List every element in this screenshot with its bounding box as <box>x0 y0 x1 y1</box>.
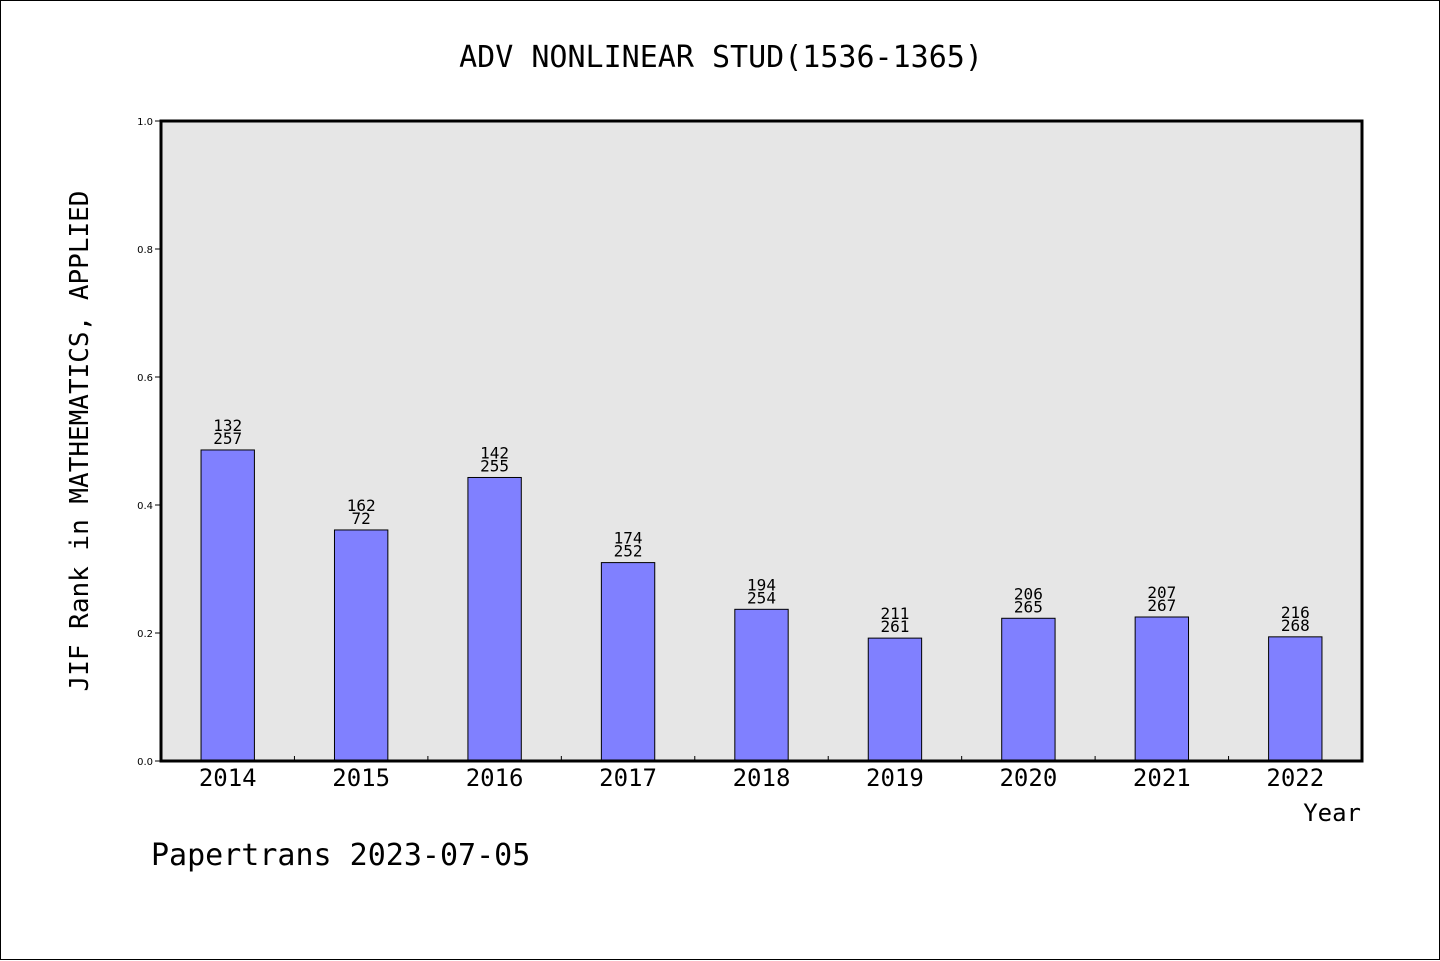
bar-total-label: 265 <box>1014 597 1043 616</box>
bar-series <box>200 449 1323 762</box>
x-tick-label: 2016 <box>466 764 524 792</box>
bar-2015 <box>333 529 389 762</box>
bar-rank-label: 142 <box>480 443 509 462</box>
x-axis: 2014 2015 2016 2017 2018 2019 2020 2021 2022 <box>199 756 1324 792</box>
x-tick-label: 2015 <box>332 764 390 792</box>
bar-2017 <box>600 562 656 762</box>
bar-total-label: 252 <box>614 542 643 561</box>
bar-total-label: 257 <box>213 429 242 448</box>
bar-2018 <box>734 608 789 762</box>
bar-total-label: 268 <box>1281 616 1310 635</box>
bar-2021 <box>1134 616 1190 762</box>
y-tick-label: 0.4 <box>137 501 153 512</box>
bar-total-label: 254 <box>747 588 776 607</box>
x-tick-label: 2022 <box>1266 764 1324 792</box>
bar-rank-label: 206 <box>1014 584 1043 603</box>
bar-2014 <box>200 449 255 762</box>
x-tick-label: 2021 <box>1133 764 1191 792</box>
bar-rank-label: 194 <box>747 575 776 594</box>
bar-rank-label: 216 <box>1281 603 1310 622</box>
y-tick-label: 1.0 <box>137 117 153 128</box>
bar-labels: 1322571627214225517425219425421126120626… <box>213 416 1309 636</box>
chart-title: ADV NONLINEAR STUD(1536-1365) <box>459 40 983 75</box>
x-tick-label: 2020 <box>999 764 1057 792</box>
bar-total-label: 261 <box>880 617 909 636</box>
y-tick-label: 0.2 <box>137 629 153 640</box>
bar-total-label: 72 <box>352 509 371 528</box>
footer-text: Papertrans 2023-07-05 <box>151 838 530 873</box>
bar-rank-label: 162 <box>347 496 376 515</box>
y-tick-label: 0.0 <box>137 757 153 768</box>
x-axis-label: Year <box>1303 799 1361 827</box>
bar-total-label: 267 <box>1147 596 1176 615</box>
bar-2019 <box>867 637 923 762</box>
bar-rank-label: 174 <box>614 529 643 548</box>
x-tick-label: 2017 <box>599 764 657 792</box>
bar-total-label: 255 <box>480 456 509 475</box>
y-tick-label: 0.8 <box>137 245 153 256</box>
bar-rank-label: 207 <box>1147 583 1176 602</box>
bar-rank-label: 211 <box>880 604 909 623</box>
x-tick-label: 2014 <box>199 764 257 792</box>
plot-border <box>159 119 1364 763</box>
bar-rank-label: 132 <box>213 416 242 435</box>
bar-2016 <box>467 476 522 762</box>
y-axis-label: JIF Rank in MATHEMATICS, APPLIED <box>65 191 95 692</box>
y-tick-label: 0.6 <box>137 373 153 384</box>
y-axis: 0.0 0.2 0.4 0.6 0.8 1.0 <box>137 117 161 768</box>
x-tick-label: 2019 <box>866 764 924 792</box>
bar-2022 <box>1268 636 1323 762</box>
x-tick-label: 2018 <box>733 764 791 792</box>
bar-2020 <box>1001 617 1056 762</box>
